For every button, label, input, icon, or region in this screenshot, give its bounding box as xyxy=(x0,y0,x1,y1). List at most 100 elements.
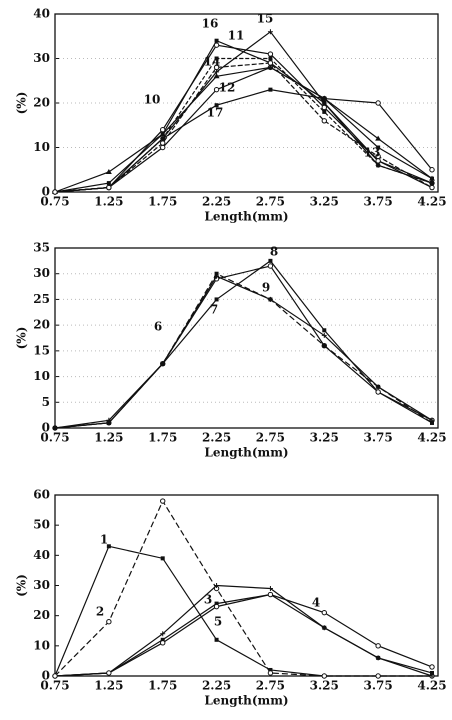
point xyxy=(160,556,165,561)
series-label: 12 xyxy=(219,81,236,95)
x-tick-label: 3.75 xyxy=(364,195,393,209)
series-line xyxy=(54,62,433,193)
point xyxy=(106,184,112,191)
series-line xyxy=(54,499,432,677)
y-tick-label: 30 xyxy=(33,578,50,592)
point xyxy=(375,153,381,160)
point xyxy=(160,498,166,504)
series-label: 15 xyxy=(257,12,274,26)
point xyxy=(160,640,166,646)
point xyxy=(106,670,112,676)
point xyxy=(321,100,327,106)
point xyxy=(321,332,327,338)
x-tick-label: 3.25 xyxy=(310,431,339,445)
point xyxy=(214,103,219,108)
x-tick-label: 4.25 xyxy=(417,679,446,693)
point xyxy=(106,619,112,625)
point xyxy=(322,96,327,101)
point xyxy=(213,42,220,48)
series-line xyxy=(54,66,433,193)
point xyxy=(52,673,58,679)
point xyxy=(430,181,434,186)
x-axis-label: Length(mm) xyxy=(204,694,288,708)
point xyxy=(268,87,273,92)
point xyxy=(214,56,219,61)
series-line xyxy=(54,275,433,429)
y-tick-label: 35 xyxy=(33,241,50,255)
point xyxy=(321,609,327,616)
point xyxy=(321,104,327,111)
y-tick-label: 40 xyxy=(33,7,50,21)
point xyxy=(213,86,220,93)
point xyxy=(376,163,381,168)
series-label: 11 xyxy=(228,29,245,43)
series-line xyxy=(54,89,433,193)
point xyxy=(160,144,166,151)
series-line xyxy=(54,30,433,193)
y-axis-label: (%) xyxy=(15,92,29,115)
point xyxy=(267,591,274,598)
point xyxy=(213,73,220,79)
point xyxy=(268,258,273,263)
point xyxy=(214,583,220,588)
x-tick-label: 1.25 xyxy=(94,679,123,693)
point xyxy=(214,601,219,606)
x-tick-label: 1.25 xyxy=(94,431,123,445)
y-tick-label: 25 xyxy=(33,292,50,306)
x-tick-label: 3.75 xyxy=(364,679,393,693)
series-label: 1 xyxy=(100,533,108,547)
point xyxy=(268,297,273,302)
x-tick-label: 2.25 xyxy=(202,195,231,209)
series-label: 17 xyxy=(207,106,224,120)
point xyxy=(159,131,166,137)
y-tick-label: 60 xyxy=(33,488,50,502)
series-label: 6 xyxy=(154,320,162,334)
point xyxy=(106,544,111,549)
point xyxy=(430,176,434,181)
point xyxy=(267,29,273,35)
x-axis-label: Length(mm) xyxy=(204,210,288,224)
point xyxy=(375,135,382,141)
series-label: 13 xyxy=(364,146,381,160)
y-axis-label: (%) xyxy=(15,327,29,350)
point xyxy=(429,184,435,191)
point xyxy=(375,389,381,395)
x-tick-label: 0.75 xyxy=(40,195,69,209)
x-tick-label: 3.25 xyxy=(310,195,339,209)
point xyxy=(160,631,166,637)
series-line xyxy=(54,265,433,429)
x-tick-label: 2.75 xyxy=(256,195,285,209)
y-tick-label: 10 xyxy=(33,140,50,154)
point xyxy=(321,673,327,679)
x-tick-label: 2.75 xyxy=(256,679,285,693)
point xyxy=(106,181,111,186)
point xyxy=(376,145,381,150)
point xyxy=(52,189,58,195)
y-tick-label: 40 xyxy=(33,548,50,562)
y-tick-label: 5 xyxy=(42,395,50,409)
point xyxy=(213,64,220,71)
y-tick-label: 10 xyxy=(33,638,50,652)
y-tick-label: 30 xyxy=(33,266,50,280)
series-line xyxy=(54,260,433,429)
y-tick-label: 10 xyxy=(33,369,50,383)
series-line xyxy=(54,593,433,677)
y-tick-label: 30 xyxy=(33,51,50,65)
point xyxy=(268,667,273,672)
point xyxy=(268,56,273,61)
series-label: 9 xyxy=(262,281,270,295)
y-tick-label: 20 xyxy=(33,96,50,110)
x-tick-label: 4.25 xyxy=(417,195,446,209)
x-tick-label: 1.25 xyxy=(94,195,123,209)
point xyxy=(376,384,381,389)
series-label: 4 xyxy=(312,596,320,610)
point xyxy=(213,603,220,610)
x-tick-label: 1.75 xyxy=(148,431,177,445)
point xyxy=(322,343,327,348)
point xyxy=(53,426,57,430)
point xyxy=(267,64,274,70)
point xyxy=(160,361,165,366)
series-label: 3 xyxy=(204,593,212,607)
point xyxy=(375,643,381,649)
point xyxy=(375,100,381,106)
